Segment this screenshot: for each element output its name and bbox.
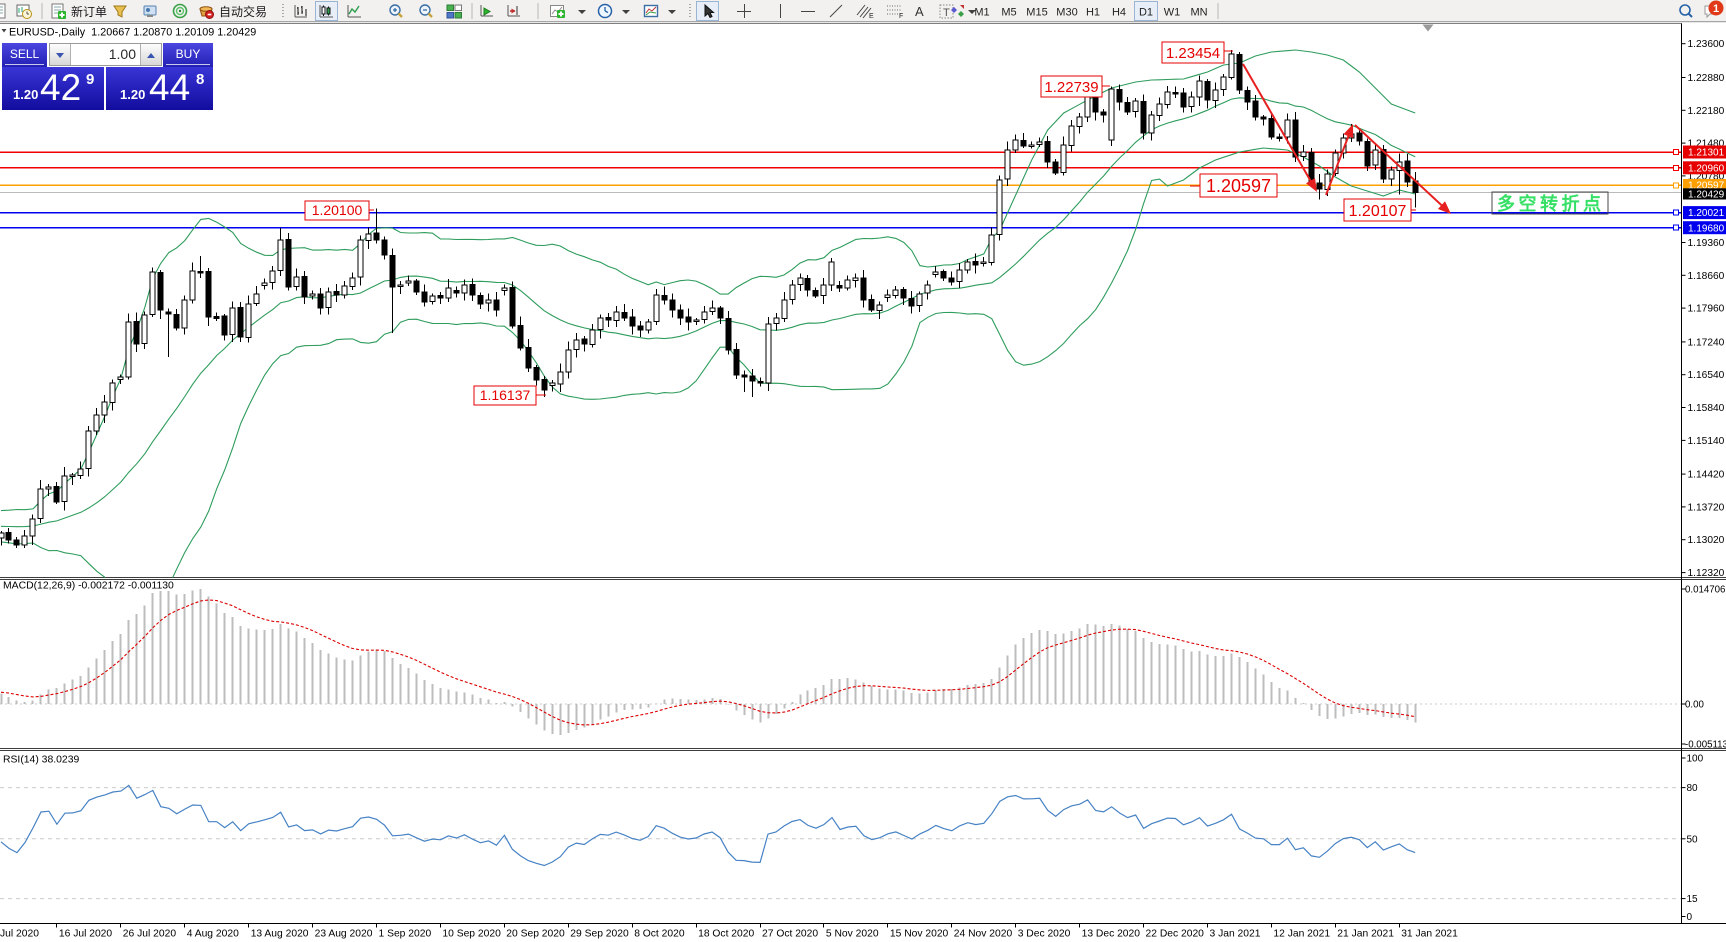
svg-text:E: E bbox=[869, 13, 874, 20]
svg-text:EURUSD-,Daily 1.20667 1.20870: EURUSD-,Daily 1.20667 1.20870 1.20109 1.… bbox=[9, 27, 256, 39]
svg-text:M5: M5 bbox=[1001, 7, 1016, 19]
svg-text:1: 1 bbox=[1713, 3, 1719, 15]
svg-text:80: 80 bbox=[1687, 783, 1699, 794]
svg-text:M1: M1 bbox=[974, 7, 989, 19]
svg-text:31 Jan 2021: 31 Jan 2021 bbox=[1401, 929, 1458, 940]
svg-text:M30: M30 bbox=[1056, 7, 1077, 19]
svg-text:1.16137: 1.16137 bbox=[480, 387, 531, 403]
svg-text:10 Sep 2020: 10 Sep 2020 bbox=[442, 929, 501, 940]
svg-text:1.22739: 1.22739 bbox=[1044, 79, 1098, 96]
svg-text:1.23600: 1.23600 bbox=[1688, 39, 1725, 50]
svg-text:1.12320: 1.12320 bbox=[1688, 568, 1725, 579]
svg-text:1 Sep 2020: 1 Sep 2020 bbox=[379, 929, 432, 940]
svg-text:3 Dec 2020: 3 Dec 2020 bbox=[1018, 929, 1071, 940]
svg-text:1.20597: 1.20597 bbox=[1206, 176, 1271, 196]
svg-text:4 Aug 2020: 4 Aug 2020 bbox=[187, 929, 239, 940]
svg-text:1.21301: 1.21301 bbox=[1688, 148, 1725, 159]
svg-text:A: A bbox=[915, 4, 924, 19]
svg-text:12 Jan 2021: 12 Jan 2021 bbox=[1273, 929, 1330, 940]
svg-text:8 Oct 2020: 8 Oct 2020 bbox=[634, 929, 685, 940]
svg-text:1.22180: 1.22180 bbox=[1688, 106, 1725, 117]
svg-text:24 Nov 2020: 24 Nov 2020 bbox=[954, 929, 1013, 940]
svg-text:100: 100 bbox=[1687, 754, 1704, 765]
svg-text:5 Nov 2020: 5 Nov 2020 bbox=[826, 929, 879, 940]
svg-text:1.19680: 1.19680 bbox=[1688, 223, 1725, 234]
svg-text:F: F bbox=[899, 13, 903, 20]
svg-text:新订单: 新订单 bbox=[71, 4, 107, 19]
svg-text:1.20597: 1.20597 bbox=[1688, 181, 1725, 192]
svg-text:-0.005113: -0.005113 bbox=[1685, 740, 1726, 751]
svg-text:15: 15 bbox=[1687, 894, 1699, 905]
svg-text:15 Nov 2020: 15 Nov 2020 bbox=[890, 929, 949, 940]
svg-text:1.19360: 1.19360 bbox=[1688, 238, 1725, 249]
svg-text:H1: H1 bbox=[1086, 7, 1100, 19]
svg-text:0: 0 bbox=[1687, 912, 1693, 923]
svg-text:1.22880: 1.22880 bbox=[1688, 73, 1725, 84]
svg-text:1.21480: 1.21480 bbox=[1688, 139, 1725, 150]
svg-text:29 Sep 2020: 29 Sep 2020 bbox=[570, 929, 629, 940]
svg-text:1.20107: 1.20107 bbox=[1349, 203, 1407, 220]
svg-text:1.20960: 1.20960 bbox=[1688, 163, 1725, 174]
svg-text:RSI(14) 38.0239: RSI(14) 38.0239 bbox=[3, 755, 79, 766]
svg-text:MACD(12,26,9) -0.002172 -0.001: MACD(12,26,9) -0.002172 -0.001130 bbox=[3, 581, 174, 592]
svg-text:1.15140: 1.15140 bbox=[1688, 436, 1725, 447]
svg-text:1.13720: 1.13720 bbox=[1688, 502, 1725, 513]
svg-text:23 Aug 2020: 23 Aug 2020 bbox=[315, 929, 373, 940]
svg-text:M15: M15 bbox=[1026, 7, 1047, 19]
svg-text:20 Sep 2020: 20 Sep 2020 bbox=[506, 929, 565, 940]
svg-text:1.23454: 1.23454 bbox=[1166, 45, 1220, 62]
svg-text:0.014706: 0.014706 bbox=[1685, 585, 1725, 596]
svg-text:1.13020: 1.13020 bbox=[1688, 535, 1725, 546]
svg-text:3 Jan 2021: 3 Jan 2021 bbox=[1210, 929, 1261, 940]
svg-text:1.14420: 1.14420 bbox=[1688, 470, 1725, 481]
svg-text:13 Aug 2020: 13 Aug 2020 bbox=[251, 929, 309, 940]
svg-text:1.15840: 1.15840 bbox=[1688, 403, 1725, 414]
svg-text:自动交易: 自动交易 bbox=[219, 4, 267, 19]
svg-text:多空转折点: 多空转折点 bbox=[1497, 193, 1605, 214]
svg-text:MN: MN bbox=[1190, 7, 1207, 19]
svg-text:1.20429: 1.20429 bbox=[1688, 189, 1725, 200]
svg-text:1.20021: 1.20021 bbox=[1688, 208, 1725, 219]
svg-text:T: T bbox=[943, 7, 950, 19]
svg-text:13 Dec 2020: 13 Dec 2020 bbox=[1082, 929, 1141, 940]
svg-text:26 Jul 2020: 26 Jul 2020 bbox=[123, 929, 177, 940]
svg-text:1.17960: 1.17960 bbox=[1688, 304, 1725, 315]
svg-text:D1: D1 bbox=[1139, 7, 1153, 19]
svg-text:50: 50 bbox=[1687, 834, 1699, 845]
svg-text:16 Jul 2020: 16 Jul 2020 bbox=[59, 929, 113, 940]
svg-text:1.16540: 1.16540 bbox=[1688, 370, 1725, 381]
svg-text:18 Oct 2020: 18 Oct 2020 bbox=[698, 929, 754, 940]
svg-text:1.17240: 1.17240 bbox=[1688, 337, 1725, 348]
svg-text:1.20100: 1.20100 bbox=[312, 202, 363, 218]
svg-text:1.18660: 1.18660 bbox=[1688, 271, 1725, 282]
svg-text:0.00: 0.00 bbox=[1685, 700, 1704, 711]
svg-text:Jul 2020: Jul 2020 bbox=[0, 929, 39, 940]
svg-text:27 Oct 2020: 27 Oct 2020 bbox=[762, 929, 818, 940]
svg-text:1.20780: 1.20780 bbox=[1688, 171, 1725, 182]
svg-text:21 Jan 2021: 21 Jan 2021 bbox=[1337, 929, 1394, 940]
svg-text:H4: H4 bbox=[1112, 7, 1126, 19]
svg-text:W1: W1 bbox=[1164, 7, 1181, 19]
svg-text:22 Dec 2020: 22 Dec 2020 bbox=[1146, 929, 1205, 940]
